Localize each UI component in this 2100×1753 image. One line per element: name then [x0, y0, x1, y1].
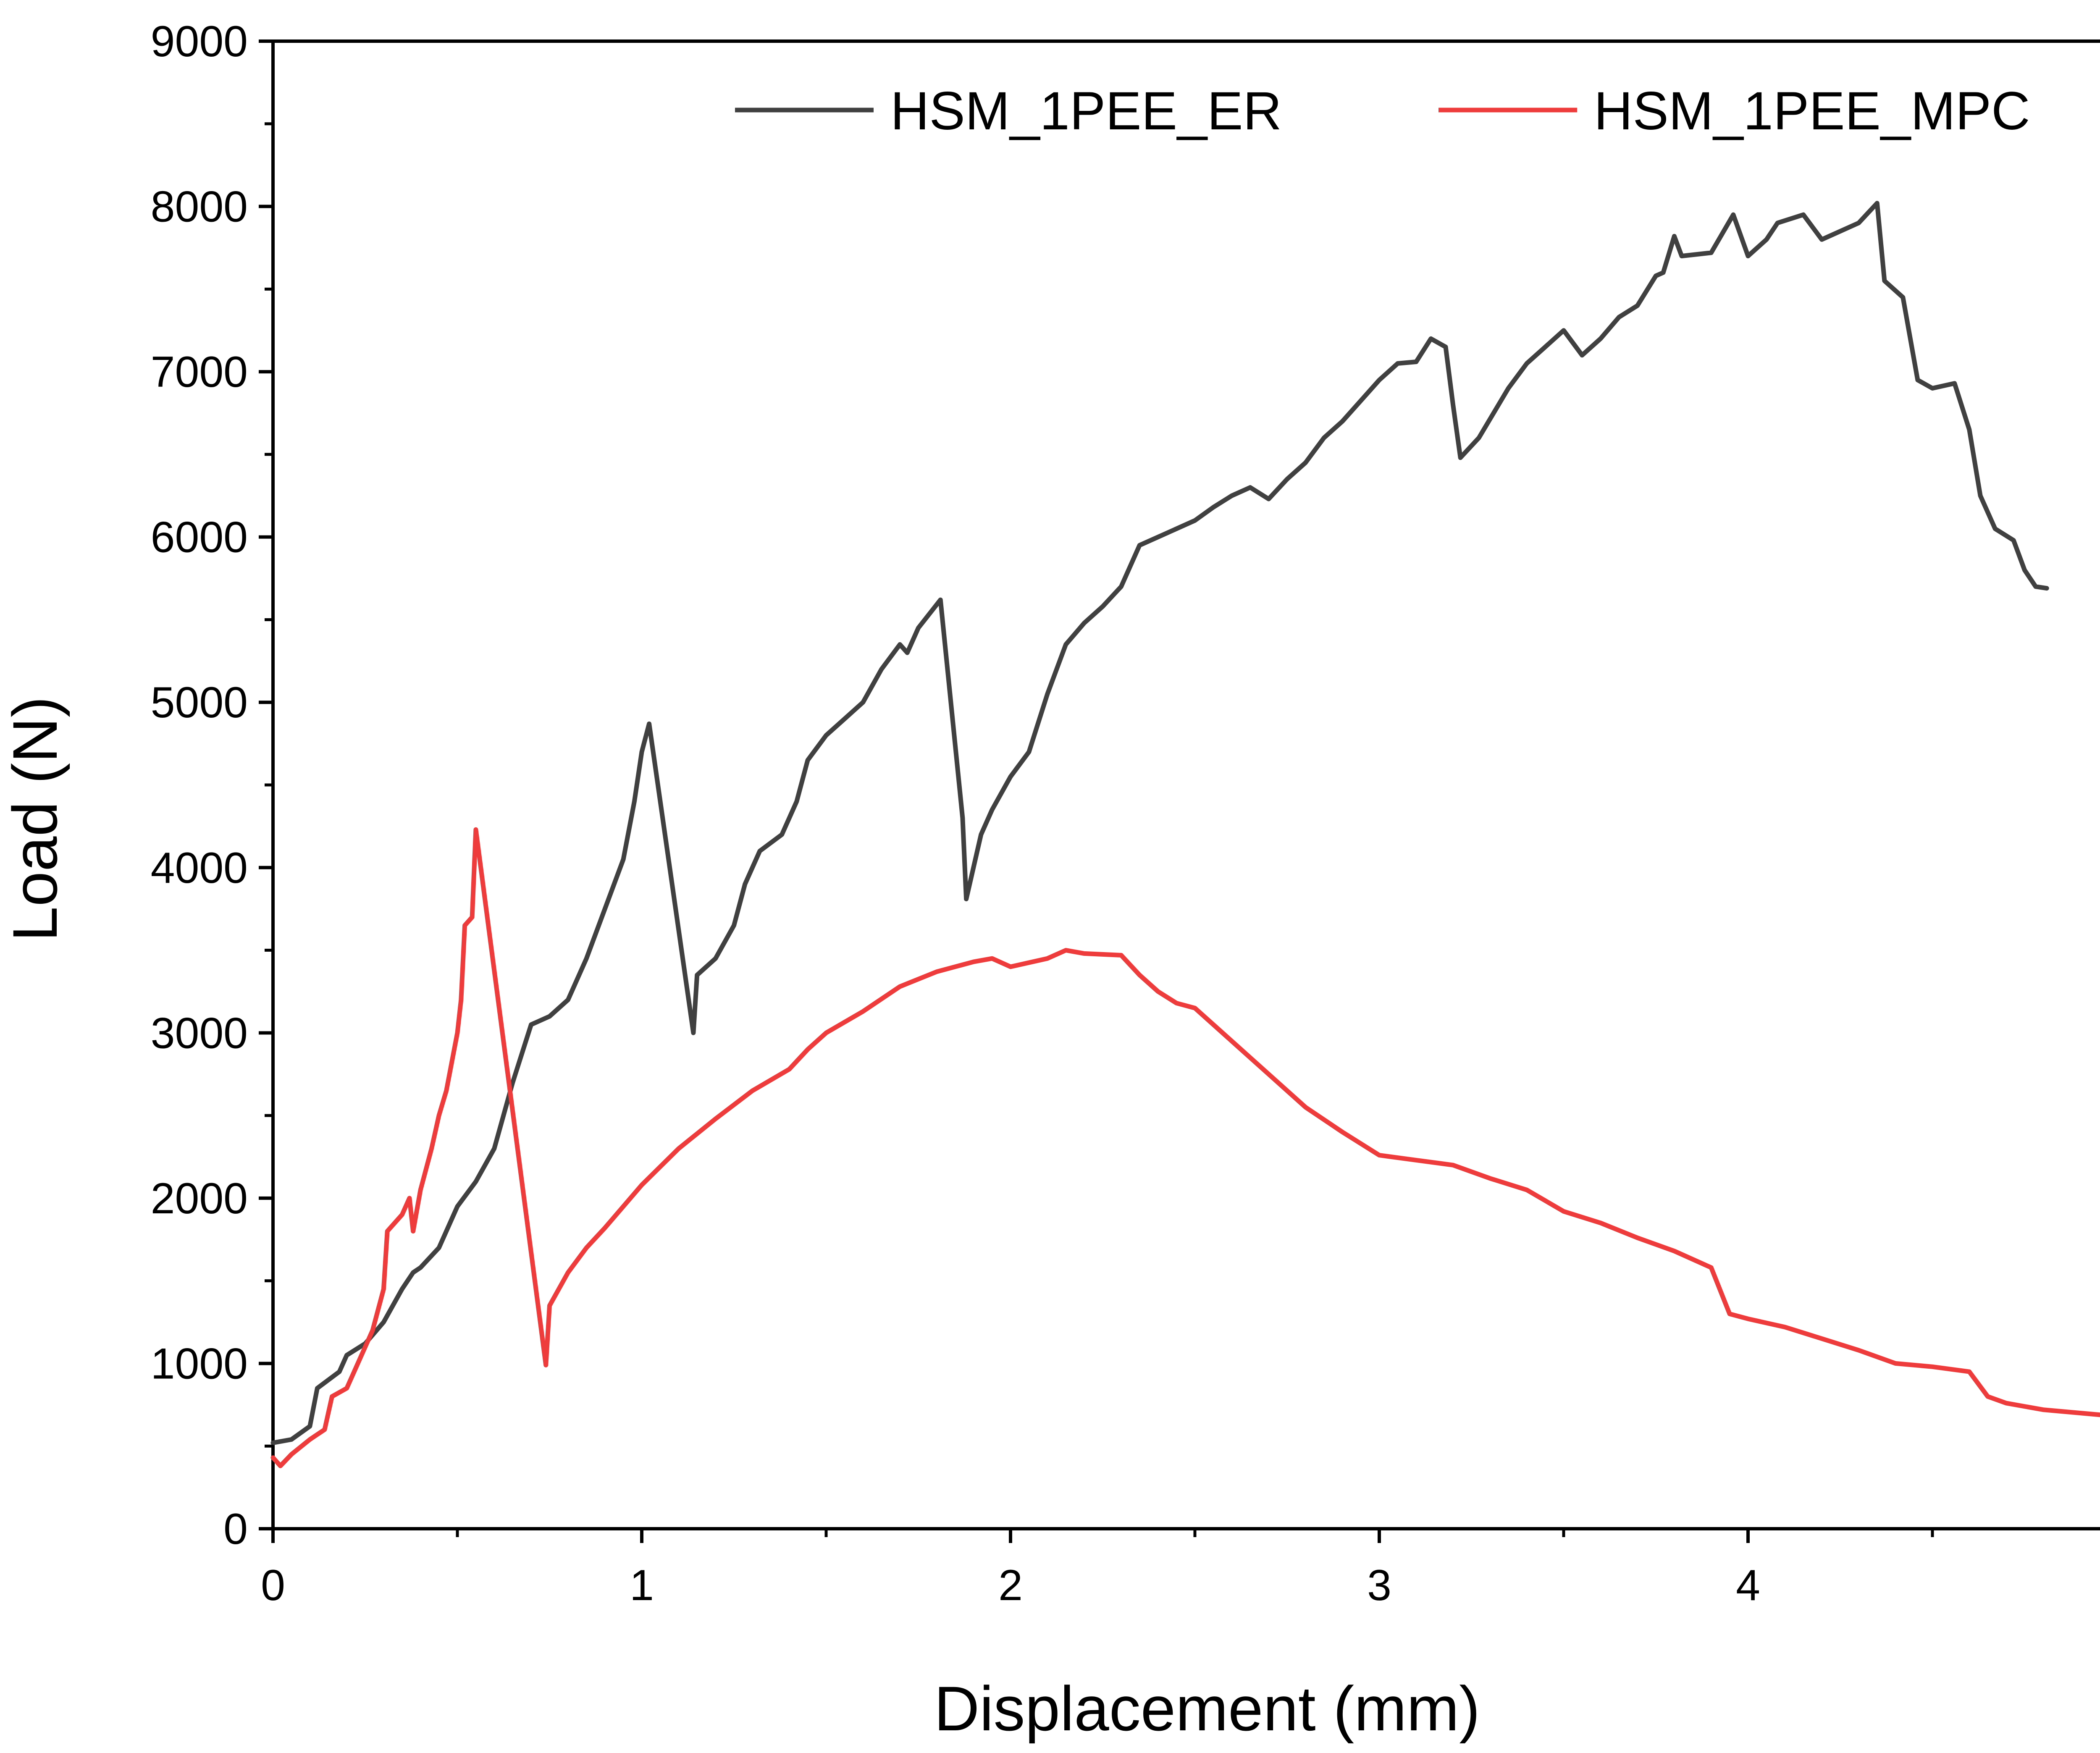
series-layer: [270, 201, 2100, 1468]
y-tick-label: 2000: [151, 1174, 248, 1223]
series-line-2: [270, 827, 2100, 1468]
y-tick-label: 1000: [151, 1339, 248, 1388]
x-tick-label: 3: [1367, 1561, 1391, 1610]
plot-frame: [271, 39, 2100, 1530]
y-tick-label: 0: [223, 1505, 248, 1554]
x-tick-label: 1: [630, 1561, 654, 1610]
series-line-1: [270, 201, 2049, 1445]
plot-border: [271, 39, 2100, 1530]
x-tick-label: 2: [998, 1561, 1023, 1610]
y-axis-title: Load (N): [0, 696, 70, 942]
y-tick-label: 4000: [151, 844, 248, 892]
x-axis-title: Displacement (mm): [934, 1673, 1480, 1744]
x-tick-label: 0: [261, 1561, 285, 1610]
y-tick-label: 5000: [151, 678, 248, 727]
legend-label-2: HSM_1PEE_MPC: [1594, 81, 2030, 141]
legend: HSM_1PEE_ER HSM_1PEE_MPC: [735, 81, 2030, 141]
y-tick-label: 3000: [151, 1009, 248, 1058]
x-tick-label: 4: [1736, 1561, 1760, 1610]
y-tick-label: 6000: [151, 513, 248, 562]
legend-label-1: HSM_1PEE_ER: [890, 81, 1282, 141]
y-tick-label: 7000: [151, 348, 248, 396]
y-tick-label: 9000: [151, 17, 248, 66]
tick-layer: 0123450100020003000400050006000700080009…: [151, 17, 1934, 1610]
y-tick-label: 8000: [151, 183, 248, 231]
